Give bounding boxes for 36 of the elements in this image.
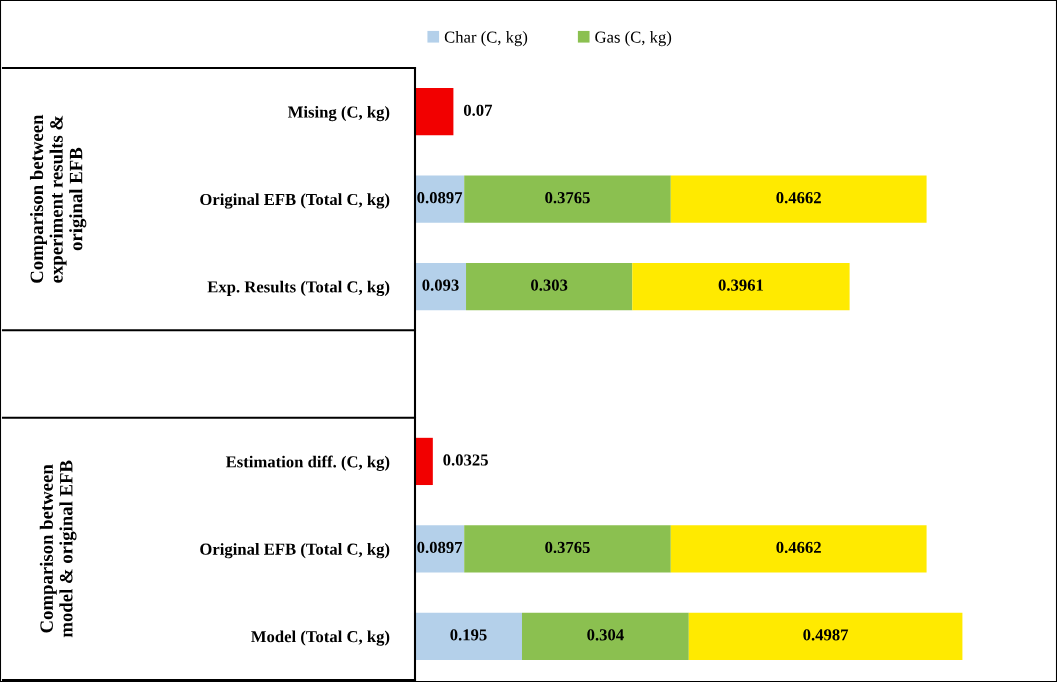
legend-label: Char (C, kg) [444, 31, 528, 47]
data-label: 0.07 [463, 104, 493, 116]
y-tick-label: Mising (C, kg) [287, 105, 390, 122]
data-label: 0.3765 [545, 541, 590, 554]
data-label: 0.3961 [718, 279, 763, 291]
bar [632, 262, 850, 311]
data-label: 0.0325 [443, 454, 488, 466]
data-label: 0.0897 [417, 192, 463, 204]
data-label: 0.3765 [545, 192, 590, 204]
data-label: 0.195 [450, 629, 487, 641]
y-tick-label: Original EFB (Total C, kg) [200, 543, 390, 559]
text: Comparison between model & original EFB [39, 460, 77, 638]
y-tick-label: Exp. Results (Total C, kg) [207, 280, 390, 297]
bar [415, 437, 433, 486]
data-label: 0.093 [422, 279, 459, 291]
y-tick-label: Model (Total C, kg) [251, 630, 390, 646]
bar [464, 175, 671, 223]
bar [521, 612, 689, 660]
data-label: 0.4662 [776, 541, 821, 554]
bar [415, 262, 467, 311]
legend-label: Gas (C, kg) [595, 31, 672, 47]
data-label: 0.4662 [776, 192, 821, 204]
y-tick-label: Estimation diff. (C, kg) [225, 455, 390, 471]
bar [415, 88, 454, 136]
data-label: 0.0897 [417, 541, 463, 554]
data-label: 0.4987 [803, 629, 849, 641]
bar [466, 262, 633, 311]
bar [670, 175, 927, 223]
text: Comparison between experiment results & original EFB [29, 114, 87, 283]
y-tick-label: Original EFB (Total C, kg) [200, 193, 390, 209]
bar [464, 525, 671, 573]
data-label: 0.304 [587, 629, 624, 641]
data-label: 0.303 [531, 279, 568, 291]
bar [415, 612, 522, 660]
bar [688, 612, 963, 660]
bar [670, 525, 927, 573]
